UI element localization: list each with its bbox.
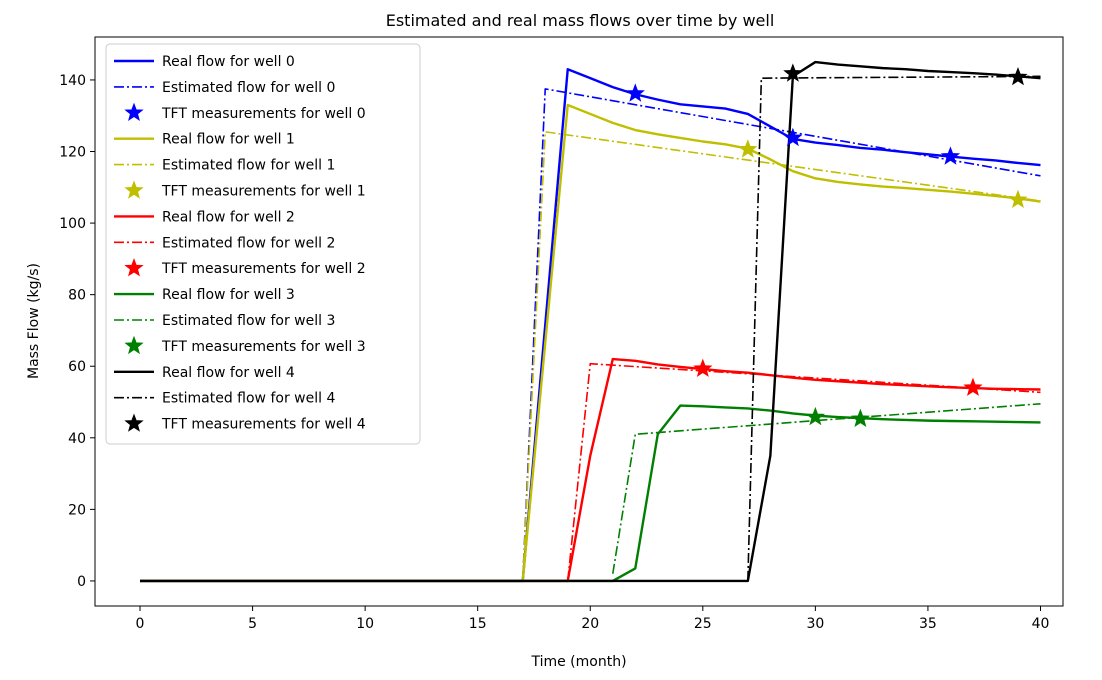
chart-title: Estimated and real mass flows over time … [386,11,775,30]
x-tick-label: 15 [469,616,487,632]
real-flow-for-well-2-line [140,357,1041,583]
plot-frame [94,36,1064,607]
estimated-flow-for-well-2-line [566,362,1041,582]
tft-measurements-for-well-0-point [940,146,961,165]
tft-measurements-for-well-1-point [1008,189,1028,209]
legend-box [105,43,421,445]
legend-label-real-flow-for-well-3: Real flow for well 3 [162,287,295,303]
y-axis-label: Mass Flow (kg/s) [26,263,42,379]
x-axis-ticks: 0 5 10 15 20 25 30 35 40 [136,606,1050,632]
x-axis-label: Time (month) [530,654,626,670]
legend-marker-tft-measurements-for-well-2 [124,258,144,277]
y-tick-label: 140 [59,73,86,89]
estimated-flow-for-well-4-line [747,75,1041,581]
legend-label-real-flow-for-well-1: Real flow for well 1 [162,132,295,148]
legend-label-estimated-flow-for-well-1: Estimated flow for well 1 [162,158,335,174]
legend-label-tft-measurements-for-well-4: TFT measurements for well 4 [161,417,366,433]
x-tick-label: 30 [806,616,824,632]
legend-label-estimated-flow-for-well-0: Estimated flow for well 0 [162,80,335,96]
legend-label-tft-measurements-for-well-2: TFT measurements for well 2 [161,261,366,277]
x-tick-label: 0 [136,616,145,632]
tft-measurements-for-well-2-point [963,377,983,396]
y-tick-label: 40 [68,431,86,447]
legend-label-estimated-flow-for-well-3: Estimated flow for well 3 [162,313,335,329]
y-tick-label: 80 [68,288,86,304]
x-tick-label: 40 [1032,616,1050,632]
legend-label-estimated-flow-for-well-4: Estimated flow for well 4 [162,391,335,407]
y-tick-label: 120 [59,145,86,161]
real-flow-for-well-4-line [140,60,1041,583]
legend-marker-tft-measurements-for-well-1 [124,180,144,199]
tft-measurements-for-well-4-point [1008,66,1028,86]
x-tick-label: 35 [919,616,937,632]
legend-marker-tft-measurements-for-well-3 [124,335,144,355]
x-tick-label: 20 [581,616,599,632]
tft-measurements-for-well-3-point [850,408,871,428]
tft-measurements-for-well-2-point [693,358,713,377]
legend-label-tft-measurements-for-well-0: TFT measurements for well 0 [161,106,366,122]
tft-measurements-for-well-1-point [738,139,758,158]
y-tick-label: 20 [68,502,86,518]
tft-measurements-for-well-4-point [783,63,803,82]
legend-label-tft-measurements-for-well-1: TFT measurements for well 1 [161,184,366,200]
estimated-flow-for-well-3-line [611,403,1041,574]
legend-label-real-flow-for-well-4: Real flow for well 4 [162,365,295,381]
plot-markers [625,63,1028,428]
tft-measurements-for-well-0-point [783,127,803,147]
tft-measurements-for-well-0-point [625,83,645,102]
x-tick-label: 25 [694,616,712,632]
estimated-flow-for-well-0-line [521,88,1041,581]
legend-label-tft-measurements-for-well-3: TFT measurements for well 3 [161,339,366,355]
x-tick-label: 5 [248,616,257,632]
y-tick-label: 60 [68,359,86,375]
legend-label-real-flow-for-well-0: Real flow for well 0 [162,54,295,70]
legend-label-real-flow-for-well-2: Real flow for well 2 [162,209,295,225]
legend: Real flow for well 0 Estimated flow for w… [105,43,421,445]
y-tick-label: 0 [77,574,86,590]
estimated-flow-for-well-1-line [521,131,1041,581]
x-tick-label: 10 [356,616,374,632]
y-axis-ticks: 0 20 40 60 80 100 120 140 [59,73,95,590]
legend-marker-tft-measurements-for-well-0 [124,102,144,121]
legend-marker-tft-measurements-for-well-4 [124,413,144,432]
y-tick-label: 100 [59,216,86,232]
legend-label-estimated-flow-for-well-2: Estimated flow for well 2 [162,235,335,251]
tft-measurements-for-well-3-point [805,406,826,426]
